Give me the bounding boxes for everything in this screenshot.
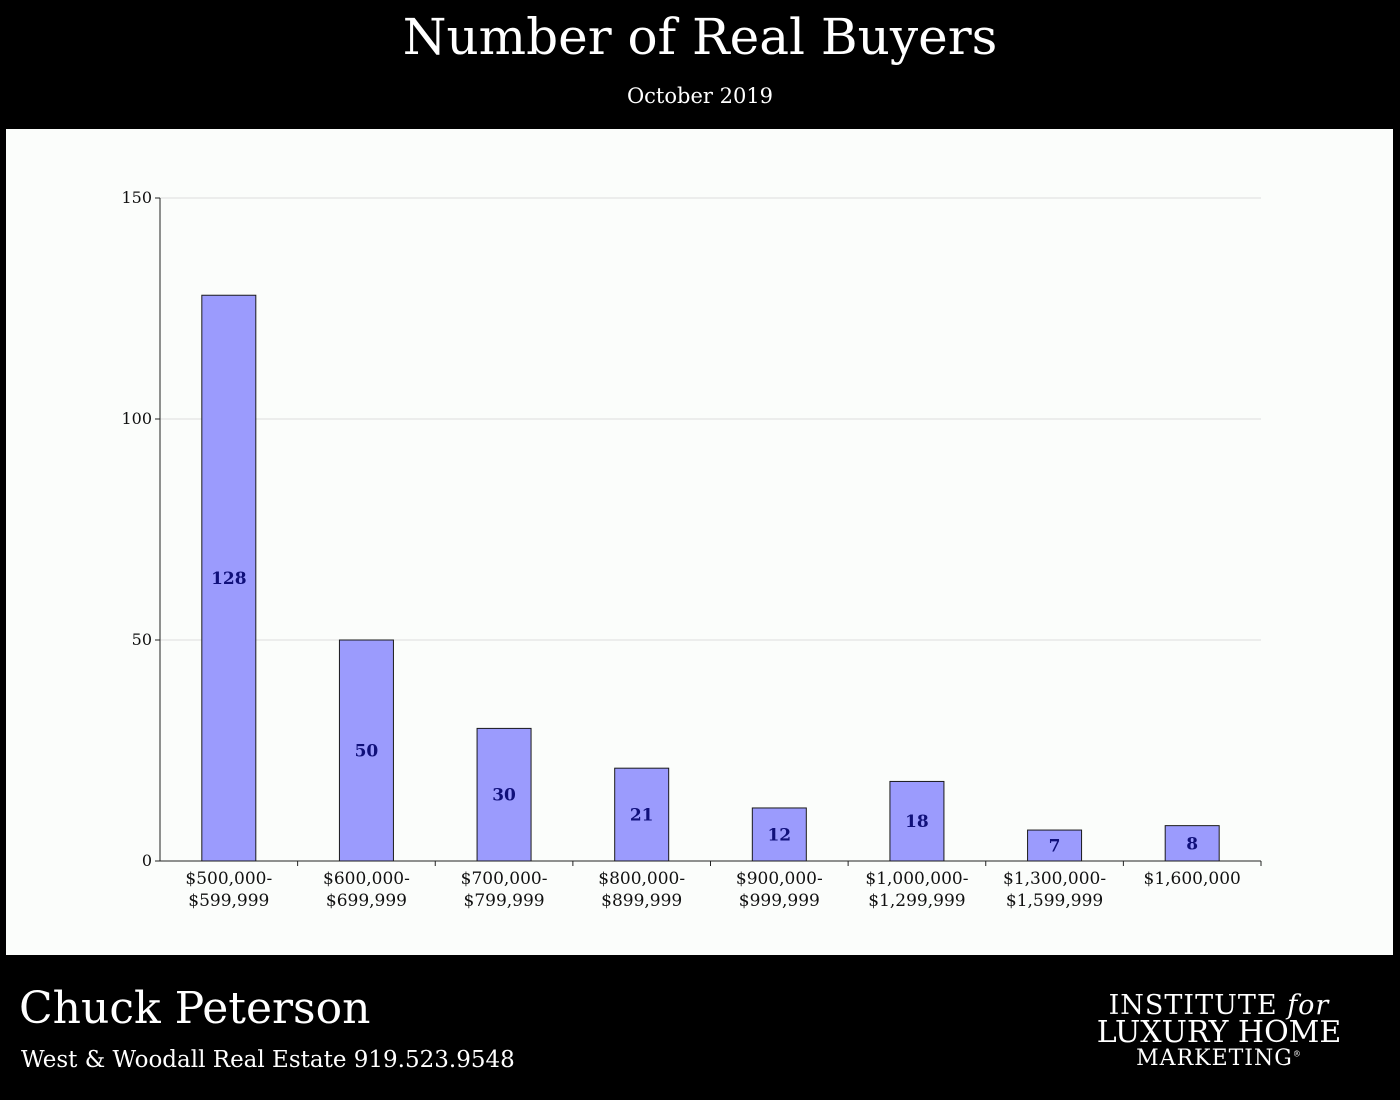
x-tick-label: $700,000-: [461, 869, 548, 889]
x-tick-label: $800,000-: [598, 869, 685, 889]
bar: [614, 767, 670, 862]
x-tick-label: $1,299,999: [868, 891, 965, 911]
x-tick-label: $600,000-: [323, 869, 410, 889]
bar: [476, 727, 532, 862]
logo-line-3: MARKETING®: [1084, 1048, 1354, 1070]
x-tick-label: $500,000-: [185, 869, 272, 889]
logo-word-marketing: MARKETING: [1136, 1046, 1293, 1071]
logo-line-2: LUXURY HOME: [1096, 1015, 1342, 1050]
header: Number of Real Buyers October 2019: [0, 0, 1400, 128]
data-label: 21: [630, 806, 654, 826]
y-tick-label: 100: [121, 409, 152, 428]
data-label: 128: [211, 569, 247, 589]
chart-panel: 0 50 100 150 128 $500,000- $599,999 50 $600,000-…: [6, 129, 1393, 955]
footer: Chuck Peterson West & Woodall Real Estat…: [0, 956, 1400, 1100]
agent-contact-info: West & Woodall Real Estate 919.523.9548: [21, 1047, 515, 1073]
bar-chart: 050100150128$500,000-$599,99950$600,000-…: [121, 188, 1262, 911]
bar: [1027, 829, 1083, 862]
data-label: 30: [492, 786, 516, 806]
bar: [889, 780, 945, 862]
data-label: 50: [355, 742, 379, 762]
bar: [338, 639, 394, 862]
institute-logo: INSTITUTE for LUXURY HOME MARKETING®: [1084, 992, 1354, 1070]
data-label: 18: [905, 812, 929, 832]
y-tick-label: 50: [132, 630, 152, 649]
data-label: 7: [1049, 837, 1061, 857]
y-tick-label: 150: [121, 188, 152, 207]
x-tick-label: $1,600,000: [1144, 869, 1241, 889]
x-tick-label: $1,000,000-: [865, 869, 968, 889]
x-tick-label: $900,000-: [736, 869, 823, 889]
registered-mark: ®: [1292, 1049, 1302, 1059]
x-tick-label: $899,999: [601, 891, 682, 911]
x-tick-label: $799,999: [464, 891, 545, 911]
logo-word-for: for: [1287, 990, 1330, 1021]
chart-subtitle: October 2019: [626, 84, 774, 108]
logo-word-institute: INSTITUTE: [1108, 990, 1278, 1021]
data-label: 8: [1186, 834, 1198, 854]
x-tick-label: $1,300,000-: [1003, 869, 1106, 889]
y-tick-label: 0: [142, 851, 152, 870]
x-tick-label: $599,999: [188, 891, 269, 911]
x-tick-label: $1,599,999: [1006, 891, 1103, 911]
bar: [1164, 825, 1220, 862]
chart-title: Number of Real Buyers: [402, 8, 998, 66]
bar: [751, 807, 807, 862]
logo-line-1: INSTITUTE for: [1084, 992, 1354, 1019]
data-label: 12: [767, 825, 791, 845]
bar: [201, 294, 257, 862]
agent-name: Chuck Peterson: [19, 983, 371, 1034]
x-tick-label: $699,999: [326, 891, 407, 911]
x-tick-label: $999,999: [739, 891, 820, 911]
